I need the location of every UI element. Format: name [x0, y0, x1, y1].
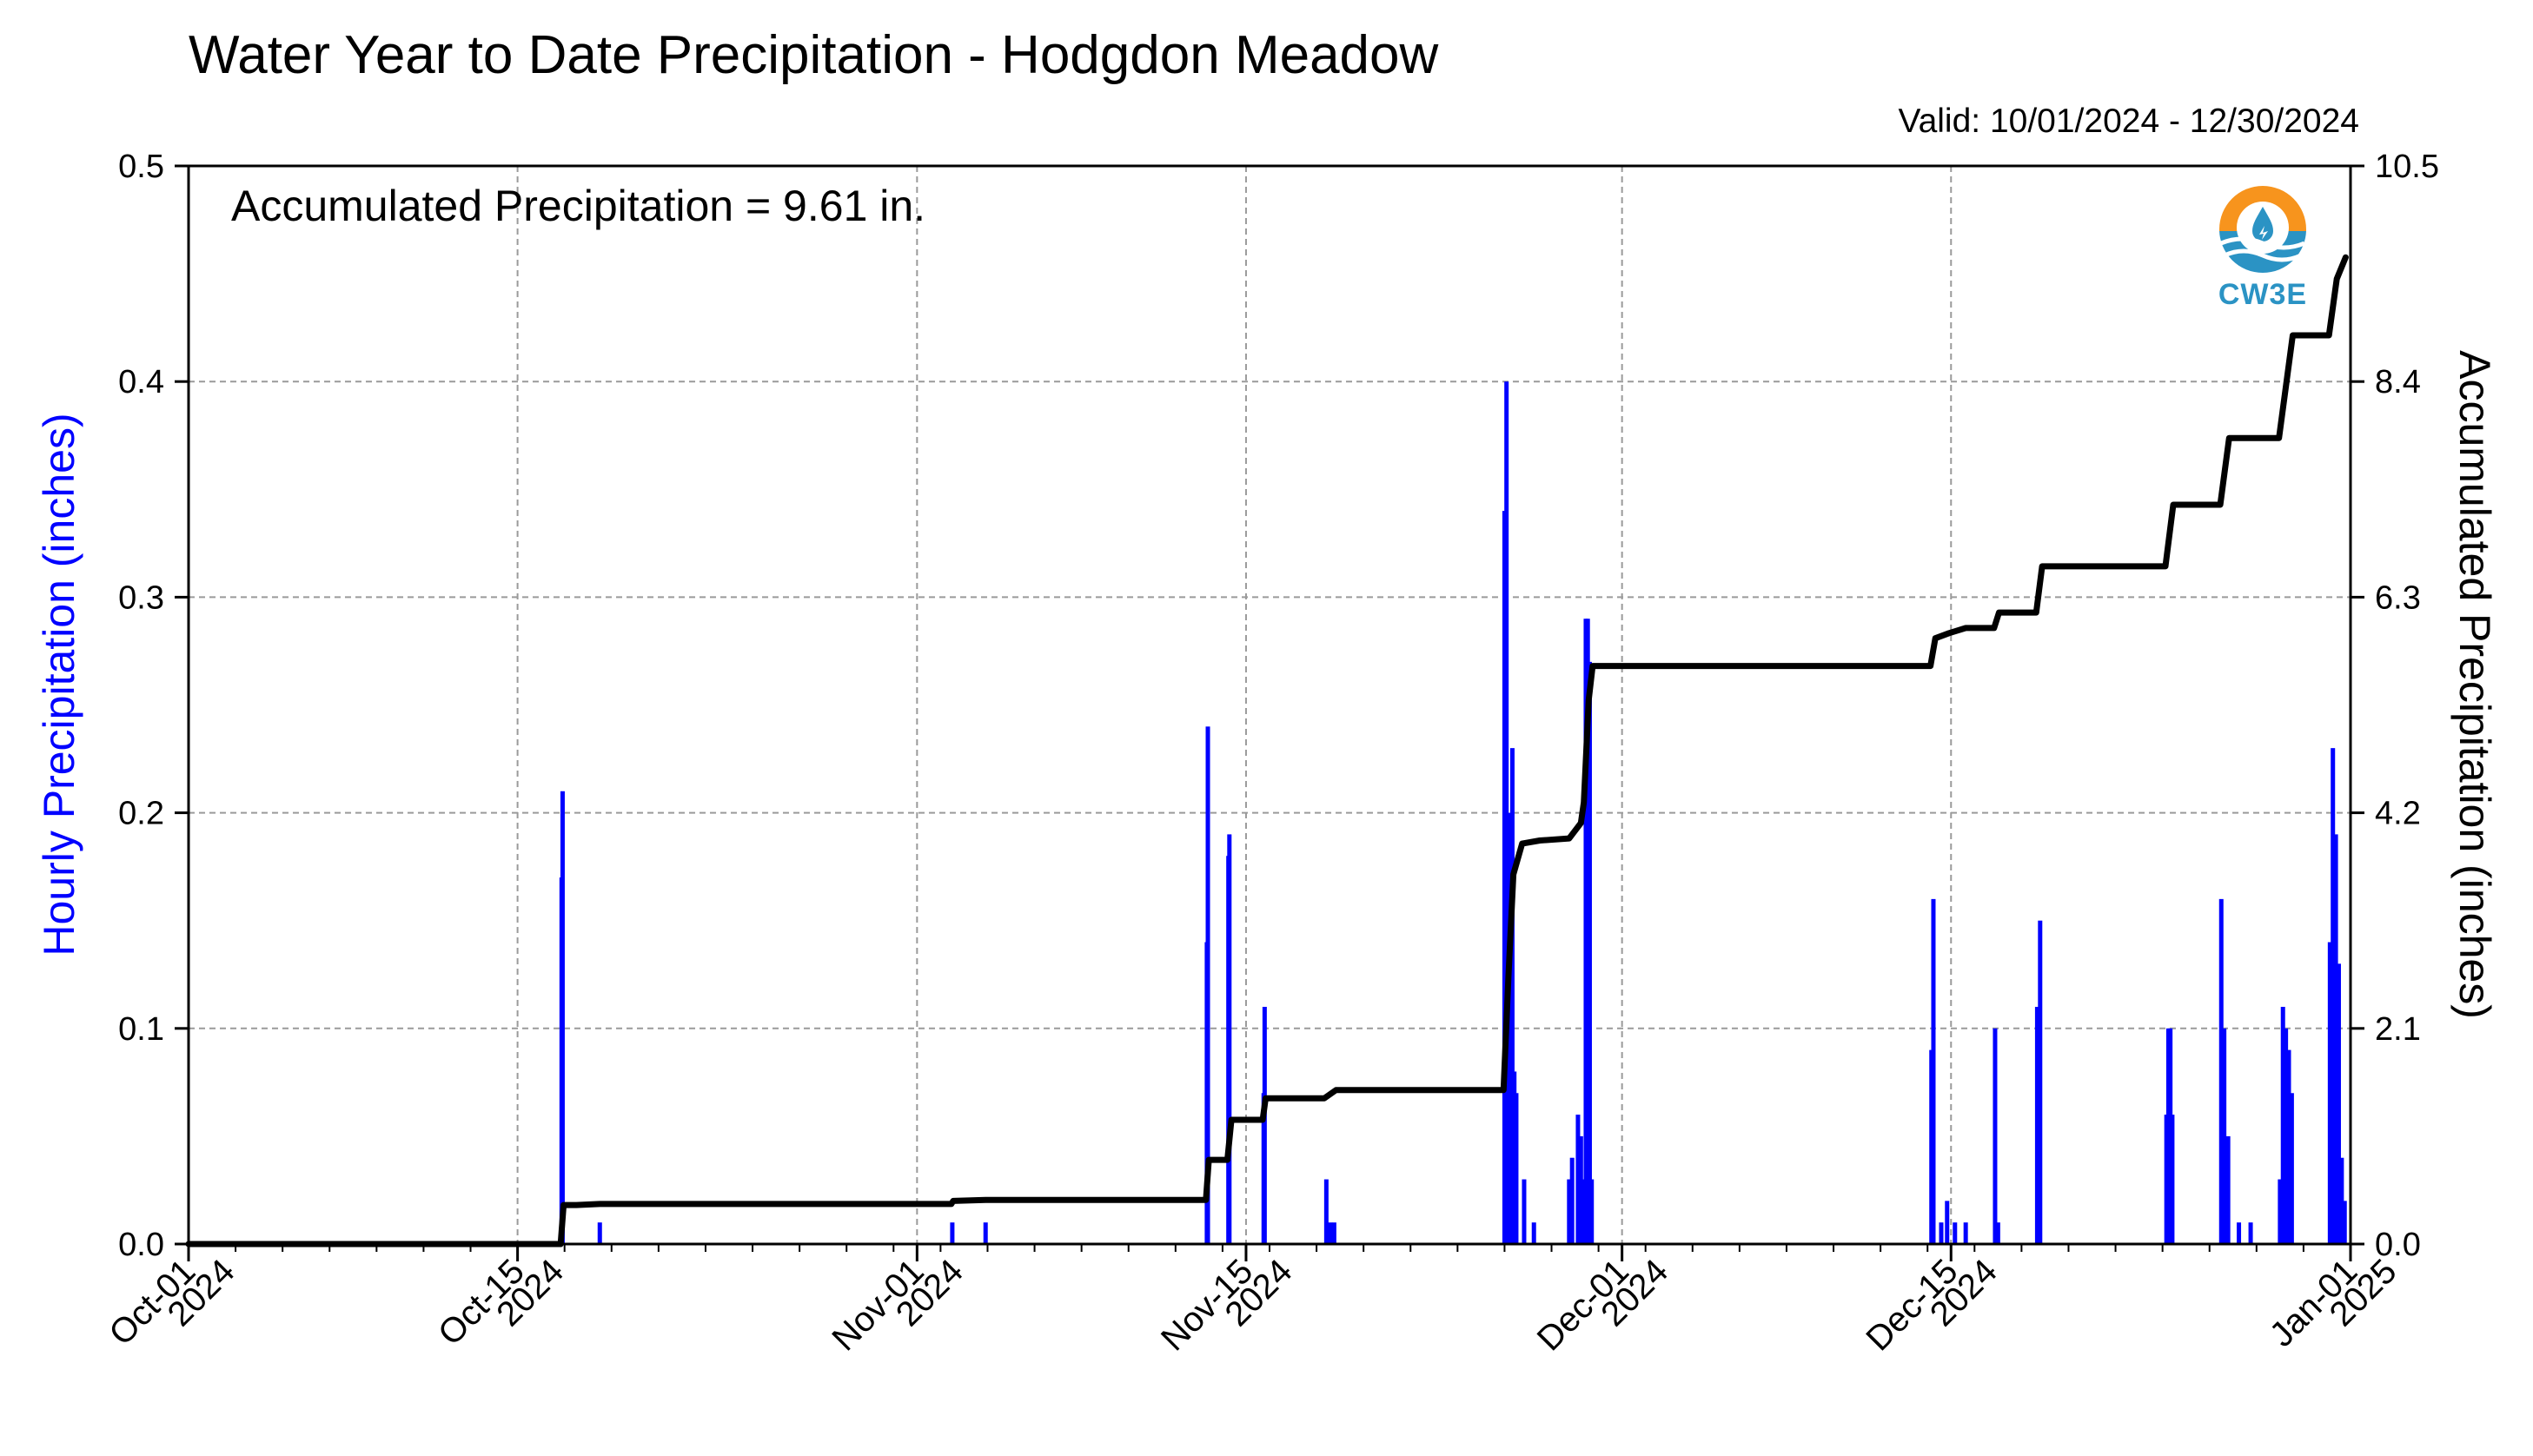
water-drop-sun-icon — [2219, 186, 2306, 273]
hourly-precip-bars — [559, 381, 2347, 1244]
precip-bar — [560, 791, 565, 1244]
precip-bar — [983, 1222, 988, 1244]
accumulated-annotation: Accumulated Precipitation = 9.61 in. — [231, 182, 926, 230]
cw3e-logo: CW3E — [2214, 181, 2311, 311]
precip-bar — [2248, 1222, 2253, 1244]
y-axis-label-left: Hourly Precipitation (inches) — [35, 413, 83, 956]
precip-bar — [1522, 1179, 1527, 1244]
precip-bar — [1514, 1093, 1519, 1244]
precip-bar — [1569, 1157, 1575, 1244]
precip-bar — [1567, 1179, 1572, 1244]
accumulated-line — [185, 254, 2349, 1248]
y-tick-label-left: 0.4 — [118, 364, 164, 400]
precip-bar — [1995, 1222, 2000, 1244]
precip-bar — [1963, 1222, 1968, 1244]
precip-bar — [1509, 748, 1515, 1244]
precip-bar — [2237, 1222, 2242, 1244]
precip-bar — [2034, 1006, 2039, 1244]
precip-bar — [2339, 1157, 2344, 1244]
precip-bar — [2278, 1179, 2283, 1244]
precip-bar — [1953, 1222, 1958, 1244]
y-tick-label-right: 8.4 — [2375, 364, 2421, 400]
plot-frame — [187, 164, 2352, 1246]
precip-bar — [2342, 1201, 2347, 1244]
precip-bar — [1323, 1179, 1329, 1244]
precip-bar — [1589, 1179, 1595, 1244]
y-tick-label-right: 2.1 — [2375, 1011, 2421, 1048]
precip-bar — [950, 1222, 955, 1244]
precip-bar — [2284, 1028, 2289, 1244]
precip-bar — [2327, 942, 2332, 1244]
precip-bar — [1262, 1006, 1267, 1244]
precip-bar — [1331, 1222, 1336, 1244]
y-tick-label-left: 0.1 — [118, 1011, 164, 1048]
y-tick-label-right: 10.5 — [2375, 149, 2439, 185]
precip-bar — [2170, 1115, 2175, 1244]
precip-bar — [1205, 726, 1210, 1244]
precip-bar — [2280, 1006, 2285, 1244]
precip-bar — [1328, 1222, 1333, 1244]
precip-bar — [1531, 1222, 1536, 1244]
precip-bar — [597, 1222, 602, 1244]
precip-bar — [1578, 1135, 1583, 1244]
precip-bar — [1939, 1222, 1944, 1244]
logo-text: CW3E — [2218, 278, 2308, 311]
precip-bar — [1507, 812, 1512, 1244]
precip-bar — [1931, 898, 1936, 1244]
y-tick-label-left: 0.3 — [118, 579, 164, 616]
precip-bar — [1993, 1028, 1998, 1244]
precip-bar — [2333, 834, 2338, 1244]
plot-border — [187, 164, 2352, 1246]
y-tick-label-right: 6.3 — [2375, 579, 2421, 616]
precip-bar — [2289, 1093, 2294, 1244]
chart-title: Water Year to Date Precipitation - Hodgd… — [189, 25, 1439, 85]
precip-bar — [2225, 1135, 2231, 1244]
y-tick-label-right: 0.0 — [2375, 1227, 2421, 1263]
precip-bar — [1945, 1201, 1950, 1244]
precip-bar — [1227, 834, 1232, 1244]
grid-lines — [189, 166, 2351, 1244]
y-tick-label-left: 0.2 — [118, 796, 164, 832]
y-tick-label-left: 0.0 — [118, 1227, 164, 1263]
accumulated-precip-line — [185, 254, 2349, 1248]
precip-bar — [2331, 748, 2336, 1244]
y-tick-label-left: 0.5 — [118, 149, 164, 185]
valid-date-range: Valid: 10/01/2024 - 12/30/2024 — [1898, 103, 2359, 140]
precip-bar — [1575, 1115, 1581, 1244]
precip-bar — [2336, 963, 2341, 1244]
precip-bar — [2218, 898, 2224, 1244]
precip-bar — [2038, 920, 2043, 1244]
precip-bar — [2222, 1028, 2227, 1244]
y-tick-label-right: 4.2 — [2375, 796, 2421, 832]
axis-ticks: 0.0 0.1 0.2 0.3 0.4 0.5 0.0 2.1 4.2 6.3 8.4 10.5 Oct… — [102, 149, 2439, 1359]
precip-bar — [1587, 661, 1592, 1244]
y-axis-label-right: Accumulated Precipitation (inches) — [2450, 350, 2499, 1019]
precip-bar — [2286, 1049, 2291, 1244]
precip-bar — [1504, 381, 1509, 1244]
